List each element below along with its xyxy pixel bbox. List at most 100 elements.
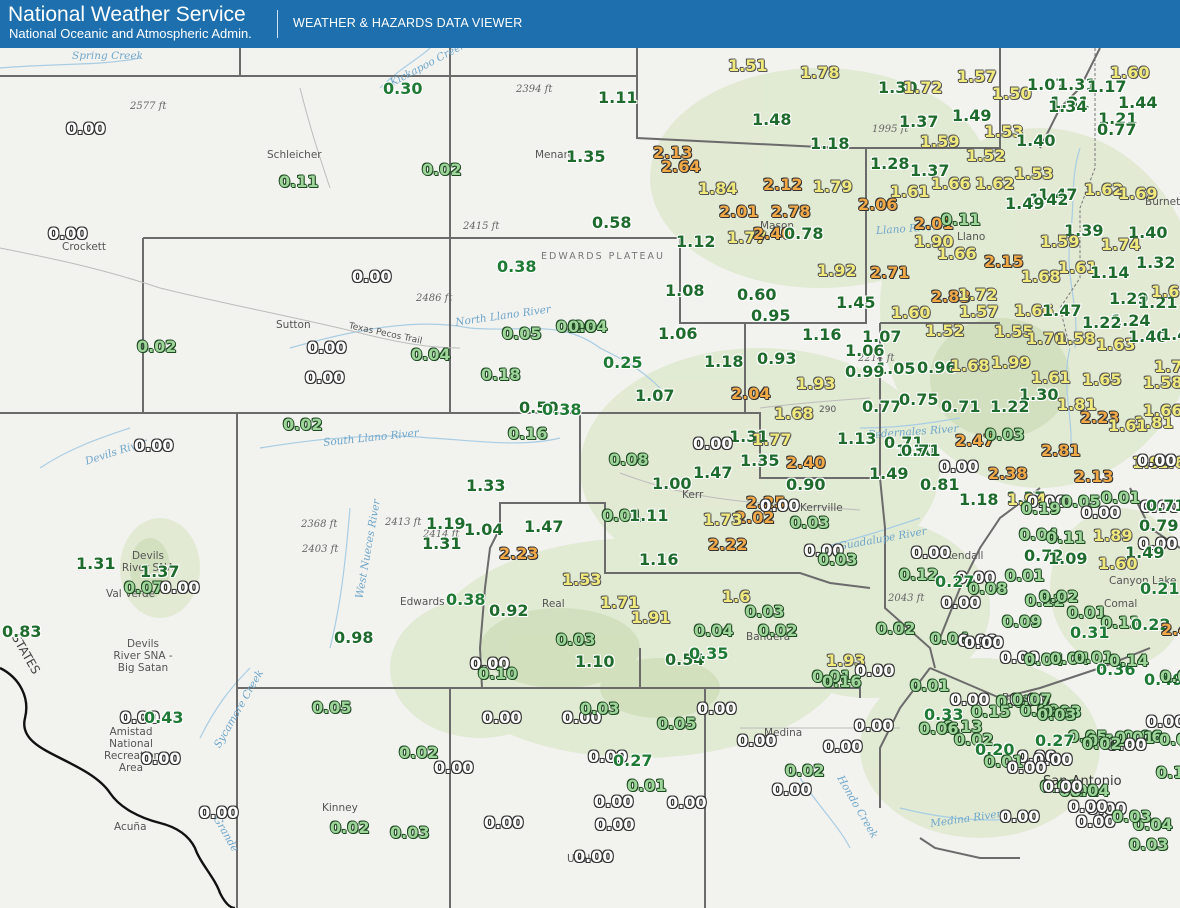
precip-value[interactable]: 1.47 <box>1038 185 1078 204</box>
precip-value[interactable]: 1.99 <box>991 353 1031 372</box>
precip-value[interactable]: 0.00 <box>964 633 1004 652</box>
precip-value[interactable]: 1.52 <box>966 146 1006 165</box>
precip-value[interactable]: 0.96 <box>917 358 957 377</box>
precip-value[interactable]: 2.47 <box>955 431 995 450</box>
precip-value[interactable]: 0.20 <box>975 740 1015 759</box>
precip-value[interactable]: 1.31 <box>1050 93 1090 112</box>
precip-value[interactable]: 0.04 <box>568 317 608 336</box>
precip-value[interactable]: 0.08 <box>609 450 649 469</box>
precip-value[interactable]: 0.00 <box>307 338 347 357</box>
precip-value[interactable]: 0.00 <box>854 716 894 735</box>
precip-value[interactable]: 1.59 <box>920 132 960 151</box>
precip-value[interactable]: 0.11 <box>279 172 319 191</box>
precip-value[interactable]: 1.28 <box>870 154 910 173</box>
precip-value[interactable]: 1.07 <box>1027 75 1067 94</box>
precip-value[interactable]: 1.44 <box>1118 93 1158 112</box>
precip-value[interactable]: 1.89 <box>1093 526 1133 545</box>
precip-value[interactable]: 0.00 <box>956 568 996 587</box>
precip-value[interactable]: 0.00 <box>588 747 628 766</box>
precip-value[interactable]: 0.01 <box>627 776 667 795</box>
precip-value[interactable]: 0.00 <box>737 731 777 750</box>
precip-value[interactable]: 1.68 <box>950 356 990 375</box>
precip-value[interactable]: 0.00 <box>1027 492 1067 511</box>
precip-value[interactable]: 1.49 <box>869 464 909 483</box>
precip-value[interactable]: 1.55 <box>994 322 1034 341</box>
precip-value[interactable]: 1.18 <box>704 352 744 371</box>
precip-value[interactable]: 0.03 <box>390 823 430 842</box>
precip-value[interactable]: 0.00 <box>1087 799 1127 818</box>
precip-value[interactable]: 0.11 <box>1101 613 1141 632</box>
precip-value[interactable]: 0.00 <box>1068 797 1108 816</box>
precip-value[interactable]: 0.02 <box>785 761 825 780</box>
precip-value[interactable]: 0.04 <box>1070 781 1110 800</box>
precip-value[interactable]: 0.00 <box>48 224 88 243</box>
precip-value[interactable]: 0.19 <box>1021 499 1061 518</box>
precip-value[interactable]: 2.23 <box>1080 408 1120 427</box>
precip-value[interactable]: 0.00 <box>160 578 200 597</box>
precip-value[interactable]: 1.58 <box>1143 373 1180 392</box>
precip-value[interactable]: 2.15 <box>984 252 1024 271</box>
precip-value[interactable]: 0.71 <box>901 441 941 460</box>
precip-value[interactable]: 0.12 <box>899 565 939 584</box>
precip-value[interactable]: 0.27 <box>935 572 975 591</box>
precip-value[interactable]: 2.71 <box>870 263 910 282</box>
precip-value[interactable]: 0.77 <box>1097 120 1137 139</box>
precip-value[interactable]: 1.62 <box>975 174 1015 193</box>
precip-value[interactable]: 1.84 <box>698 179 738 198</box>
precip-value[interactable]: 0.05 <box>657 714 697 733</box>
precip-value[interactable]: 0.79 <box>1139 516 1179 535</box>
precip-value[interactable]: 1.47 <box>693 463 733 482</box>
precip-value[interactable]: 1.52 <box>925 321 965 340</box>
precip-value[interactable]: 2.40 <box>1161 620 1180 639</box>
precip-value[interactable]: 1.58 <box>1056 329 1096 348</box>
precip-value[interactable]: 0.03 <box>1129 835 1169 854</box>
precip-value[interactable]: 0.00 <box>305 368 345 387</box>
precip-value[interactable]: 1.68 <box>1157 453 1180 472</box>
precip-value[interactable]: 1.6 <box>722 587 751 606</box>
precip-value[interactable]: 1.49 <box>952 106 992 125</box>
precip-value[interactable]: 0.01 <box>984 752 1024 771</box>
precip-value[interactable]: 0.38 <box>542 400 582 419</box>
precip-value[interactable]: 0.03 <box>1112 807 1152 826</box>
precip-value[interactable]: 1.30 <box>896 441 936 460</box>
precip-value[interactable]: 1.92 <box>817 261 857 280</box>
precip-value[interactable]: 0.01 <box>1101 488 1141 507</box>
precip-value[interactable]: 0.00 <box>1043 777 1083 796</box>
precip-value[interactable]: 1.45 <box>836 293 876 312</box>
precip-value[interactable]: 0.00 <box>352 267 392 286</box>
precip-value[interactable]: 0.01 <box>1115 728 1155 747</box>
precip-value[interactable]: 0.03 <box>1037 705 1077 724</box>
precip-value[interactable]: 0.09 <box>1020 701 1060 720</box>
precip-value[interactable]: 0.00 <box>1007 758 1047 777</box>
precip-value[interactable]: 1.79 <box>813 177 853 196</box>
precip-value[interactable]: 0.00 <box>1017 747 1057 766</box>
precip-value[interactable]: 2.02 <box>735 508 775 527</box>
precip-value[interactable]: 1.31 <box>729 427 769 446</box>
precip-value[interactable]: 1.47 <box>524 517 564 536</box>
precip-value[interactable]: 0.05 <box>502 324 542 343</box>
precip-value[interactable]: 1.63 <box>1096 335 1136 354</box>
precip-value[interactable]: 1.61 <box>1108 416 1148 435</box>
precip-value[interactable]: 0.02 <box>422 160 462 179</box>
precip-value[interactable]: 1.19 <box>426 514 466 533</box>
precip-value[interactable]: 0.02 <box>1160 667 1180 686</box>
precip-value[interactable]: 1.11 <box>598 88 638 107</box>
precip-value[interactable]: 1.31 <box>422 534 462 553</box>
precip-value[interactable]: 1.06 <box>658 324 698 343</box>
precip-value[interactable]: 1.16 <box>639 550 679 569</box>
precip-value[interactable]: 0.27 <box>1035 731 1075 750</box>
precip-value[interactable]: 0.38 <box>446 590 486 609</box>
precip-value[interactable]: 0.15 <box>971 702 1011 721</box>
precip-value[interactable]: 0.04 <box>1024 650 1064 669</box>
precip-value[interactable]: 0.01 <box>812 667 852 686</box>
precip-value[interactable]: 0.00 <box>199 803 239 822</box>
precip-value[interactable]: 0.11 <box>941 210 981 229</box>
precip-value[interactable]: 0.11 <box>1087 731 1127 750</box>
precip-value[interactable]: 0.27 <box>613 751 653 770</box>
precip-value[interactable]: 1.31 <box>1057 75 1097 94</box>
precip-value[interactable]: 2.01 <box>719 202 759 221</box>
precip-value[interactable]: 0.00 <box>1140 497 1180 516</box>
precip-value[interactable]: 0.49 <box>1144 670 1180 689</box>
precip-value[interactable]: 0.03 <box>818 550 858 569</box>
precip-value[interactable]: 0.00 <box>134 436 174 455</box>
